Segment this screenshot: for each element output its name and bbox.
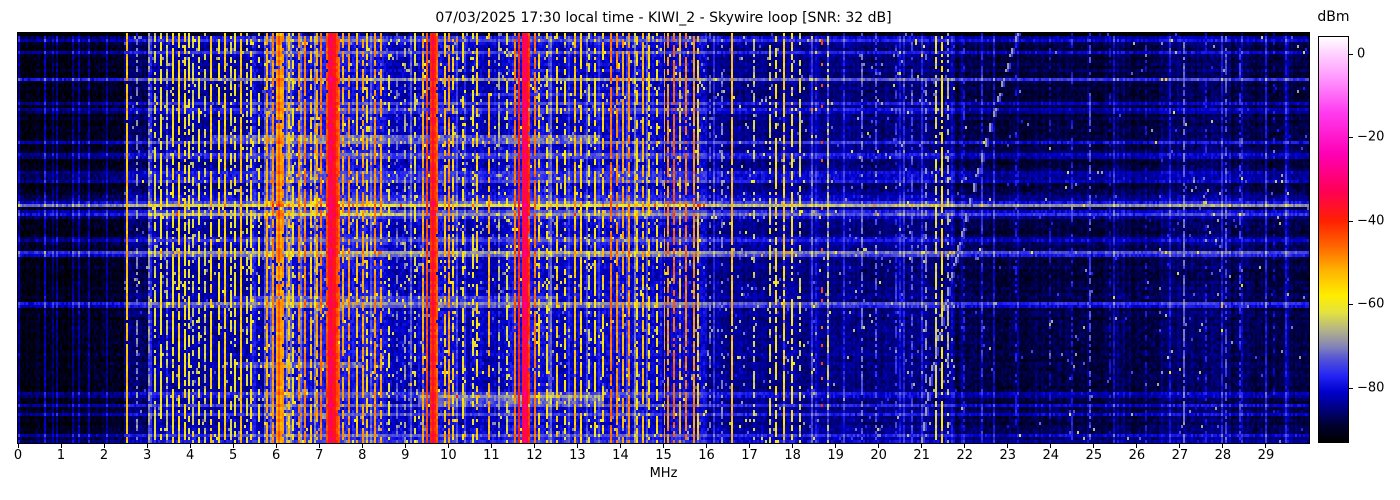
colorbar-tick-mark [1349, 53, 1353, 55]
x-tick-label: 29 [1257, 448, 1275, 463]
x-tick-label: 9 [401, 448, 410, 463]
x-tick-mark [361, 444, 363, 448]
x-tick-mark [1093, 444, 1095, 448]
x-tick-label: 0 [13, 448, 23, 463]
x-tick-mark [103, 444, 105, 448]
x-tick-label: 19 [827, 448, 844, 463]
x-tick-label: 13 [569, 448, 586, 463]
x-tick-label: 8 [358, 448, 367, 463]
x-tick-mark [533, 444, 535, 448]
x-tick-label: 7 [315, 448, 324, 463]
x-tick-label: 1 [56, 448, 66, 463]
x-tick-mark [663, 444, 664, 448]
x-tick-label: 6 [272, 448, 281, 463]
x-tick-mark [232, 444, 234, 448]
colorbar-tick-label: −80 [1357, 380, 1385, 396]
colorbar-tick-label: −60 [1357, 296, 1385, 312]
x-tick-mark [1050, 444, 1052, 448]
x-tick-label: 5 [229, 448, 238, 463]
colorbar-tick-label: −20 [1357, 129, 1385, 145]
x-tick-mark [619, 444, 621, 448]
x-tick-mark [921, 444, 923, 448]
x-tick-mark [1179, 444, 1181, 448]
x-tick-mark [275, 444, 277, 448]
x-tick-label: 23 [999, 448, 1017, 463]
x-tick-mark [1007, 444, 1009, 448]
x-tick-label: 3 [142, 448, 152, 463]
x-tick-mark [706, 444, 708, 448]
x-tick-label: 15 [655, 448, 672, 463]
x-tick-label: 16 [698, 448, 715, 463]
x-tick-mark [964, 444, 966, 448]
plot-area [17, 32, 1310, 444]
x-tick-mark [447, 444, 449, 448]
x-tick-mark [792, 444, 794, 448]
x-tick-mark [318, 444, 320, 448]
colorbar-tick-mark [1349, 137, 1353, 139]
x-tick-mark [404, 444, 406, 448]
x-tick-label: 10 [440, 448, 457, 463]
colorbar-label: dBm [1317, 9, 1350, 25]
x-tick-mark [146, 444, 148, 448]
x-tick-label: 20 [870, 448, 887, 463]
x-tick-label: 12 [526, 448, 543, 463]
x-tick-mark [490, 444, 492, 448]
x-tick-mark [835, 444, 837, 448]
x-tick-mark [749, 444, 751, 448]
colorbar-tick-mark [1349, 220, 1353, 222]
x-axis-label: MHz [649, 466, 678, 481]
colorbar-tick-label: −40 [1357, 213, 1385, 229]
x-tick-label: 17 [741, 448, 758, 463]
colorbar [1318, 36, 1349, 443]
x-tick-mark [17, 444, 19, 448]
x-tick-label: 11 [483, 448, 500, 463]
x-tick-label: 14 [612, 448, 629, 463]
x-tick-mark [60, 444, 62, 448]
x-tick-label: 2 [99, 448, 109, 463]
x-tick-label: 26 [1128, 448, 1146, 463]
x-tick-label: 4 [185, 448, 195, 463]
x-tick-mark [1265, 444, 1267, 448]
colorbar-tick-mark [1349, 387, 1353, 389]
x-tick-label: 25 [1085, 448, 1103, 463]
x-tick-mark [1136, 444, 1138, 448]
spectrogram-heatmap [18, 33, 1309, 443]
x-tick-label: 21 [913, 448, 930, 463]
x-tick-mark [878, 444, 880, 448]
colorbar-tick-mark [1349, 304, 1353, 306]
x-tick-mark [576, 444, 578, 448]
x-tick-label: 24 [1042, 448, 1060, 463]
x-tick-label: 27 [1171, 448, 1189, 463]
x-tick-mark [1222, 444, 1224, 448]
x-tick-label: 18 [784, 448, 801, 463]
x-tick-label: 22 [956, 448, 973, 463]
chart-title: 07/03/2025 17:30 local time - KIWI_2 - S… [435, 10, 892, 26]
x-tick-label: 28 [1214, 448, 1232, 463]
x-tick-mark [189, 444, 191, 448]
colorbar-tick-label: 0 [1357, 46, 1366, 62]
